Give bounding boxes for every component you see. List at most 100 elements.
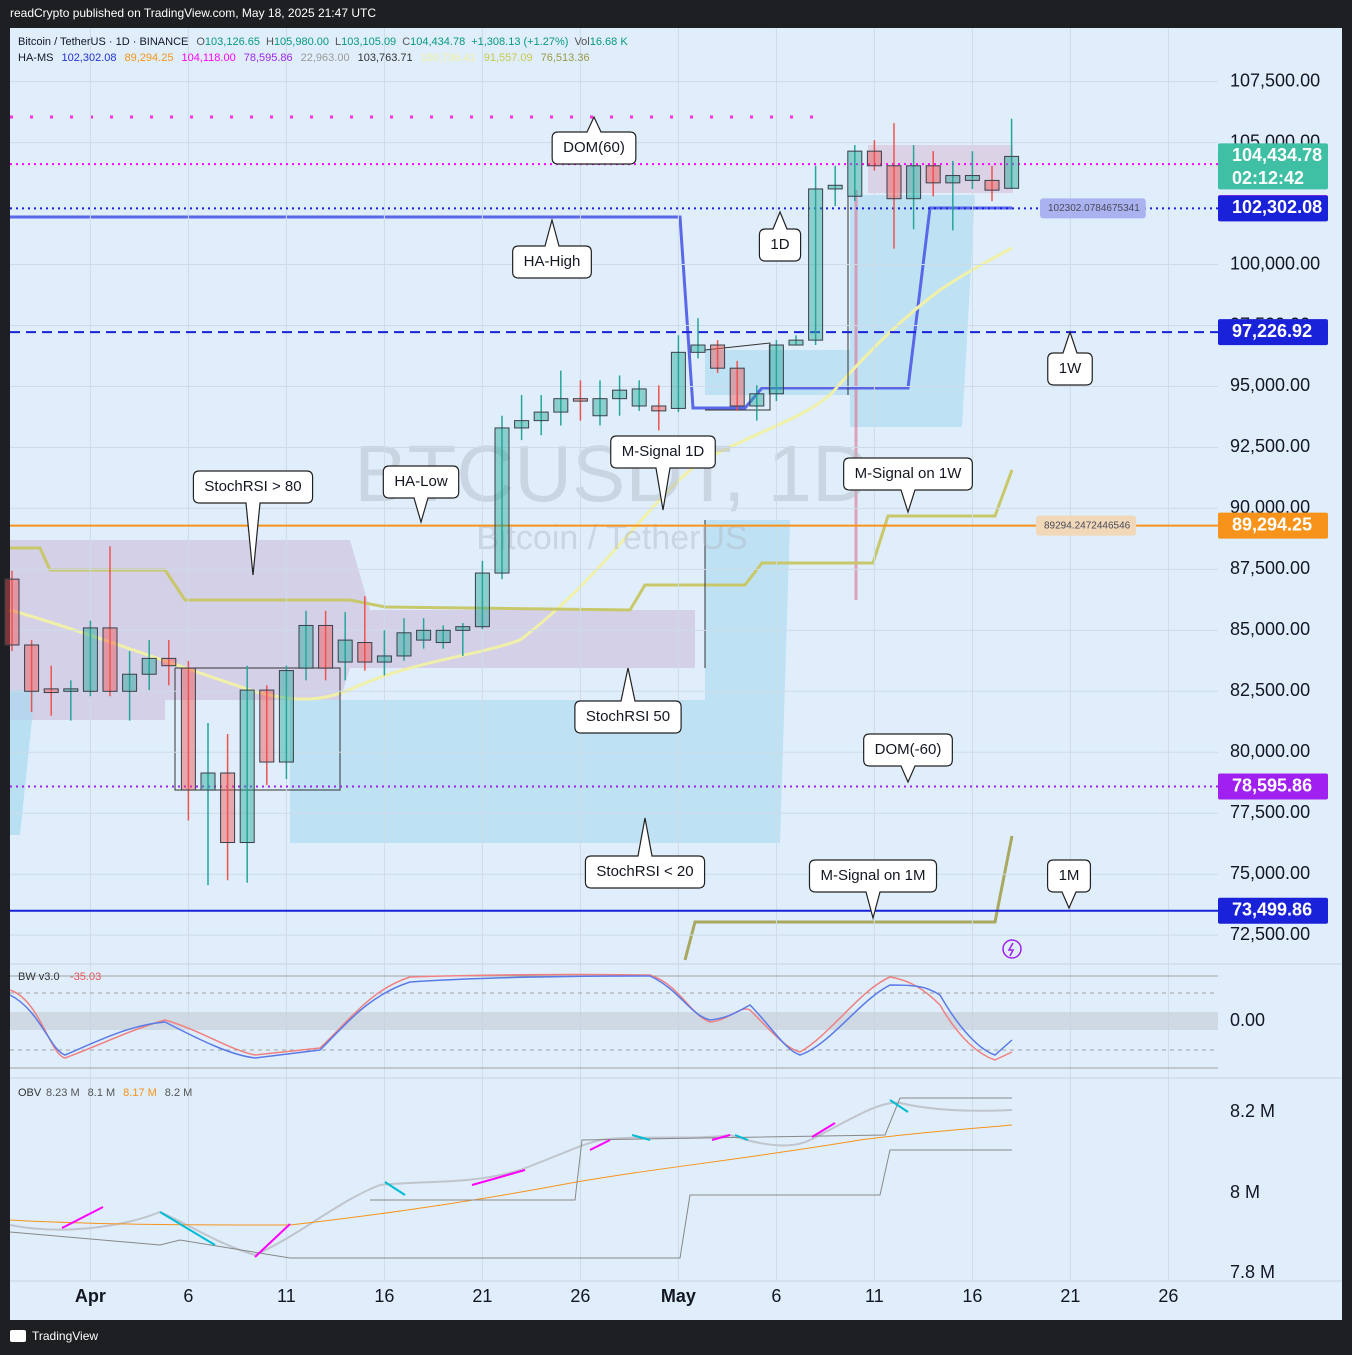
- alert-icon: [1007, 942, 1015, 957]
- candle-body: [494, 427, 510, 574]
- candle-body: [4, 578, 20, 646]
- price-badge-timer: 02:12:42: [1232, 168, 1304, 188]
- x-tick-label: Apr: [75, 1286, 106, 1306]
- candle-body: [278, 670, 294, 763]
- price-lines: 102302.0784675341 89294.2472446546: [10, 163, 1218, 912]
- symbol: Bitcoin / TetherUS · 1D · BINANCE: [18, 36, 188, 48]
- candle-body: [337, 639, 353, 663]
- candle-body: [533, 411, 549, 422]
- price-badge: [1218, 512, 1328, 539]
- study-name: HA-MS: [18, 52, 53, 64]
- obv-line: [9, 1101, 1013, 1257]
- callouts: DOM(60) HA-High 1D 1W M-Signal 1D M-Signal on…: [192, 115, 1093, 921]
- candle-body: [220, 772, 236, 844]
- x-axis-labels: Apr 6 11 16 21 26 May 6 11 16 21 26: [75, 1286, 1179, 1306]
- price-badge: [1218, 897, 1328, 924]
- candle-body: [553, 398, 569, 413]
- callout-box: [551, 115, 637, 165]
- candle-body: [906, 165, 922, 200]
- legend-key: H: [266, 36, 274, 48]
- candle-body: [945, 175, 961, 184]
- candle-body: [768, 344, 784, 395]
- candle-body: [82, 627, 98, 692]
- candle-body: [572, 398, 588, 402]
- line-tag-label: 89294.2472446546: [1044, 520, 1131, 531]
- candle-body: [651, 405, 667, 412]
- study-value: 102,302.08: [61, 52, 116, 64]
- callout-label: DOM(-60): [875, 741, 942, 758]
- candle-body: [866, 150, 882, 167]
- callout: 1W: [1047, 330, 1093, 386]
- obv-value: 8.2 M: [165, 1087, 193, 1099]
- callout-label: M-Signal on 1W: [855, 465, 963, 482]
- study-value: 22,963.00: [301, 52, 350, 64]
- candle-body: [612, 389, 628, 400]
- x-tick-label: 21: [1060, 1286, 1080, 1306]
- legend: Bitcoin / TetherUS · 1D · BINANCE HA-MS …: [18, 36, 628, 64]
- candle-body: [259, 689, 275, 763]
- obv-low: [9, 1149, 1012, 1259]
- x-tick-label: 11: [865, 1286, 884, 1306]
- callout-label: StochRSI 50: [586, 708, 670, 725]
- candle-body: [984, 179, 1000, 191]
- callout-box: [382, 465, 460, 525]
- callout-label: 1D: [770, 236, 789, 253]
- obv-value: 8.23 M: [46, 1087, 80, 1099]
- callout-box: [512, 217, 592, 279]
- candle-body: [474, 572, 490, 628]
- y-tick-label: 92,500.00: [1230, 436, 1310, 456]
- callout-label: 1M: [1059, 867, 1080, 884]
- obv-value: 8.17 M: [123, 1087, 157, 1099]
- study-value: 100,736.41: [421, 52, 476, 64]
- candle-body: [925, 165, 941, 184]
- callout: HA-Low: [382, 465, 460, 525]
- callout-label: M-Signal 1D: [622, 443, 705, 460]
- y-tick-label: 77,500.00: [1230, 802, 1310, 822]
- callout: 1M: [1046, 859, 1092, 910]
- candle-body: [376, 655, 392, 663]
- y-tick-label: 90,000.00: [1230, 497, 1310, 517]
- legend-key: Vol: [574, 36, 589, 48]
- obv-high: [370, 1097, 1012, 1201]
- y-tick-label: 95,000.00: [1230, 375, 1310, 395]
- candle-body: [102, 627, 118, 692]
- obv-axis-label: 8.2 M: [1230, 1101, 1275, 1121]
- study-value: 103,763.71: [358, 52, 413, 64]
- grid: [10, 28, 1218, 1280]
- candle-body: [416, 629, 432, 641]
- price-badge-label: 97,226.92: [1232, 321, 1312, 341]
- y-tick-label: 82,500.00: [1230, 680, 1310, 700]
- candle-body: [631, 388, 647, 407]
- bw-axis-label: 0.00: [1230, 1010, 1265, 1030]
- obv-ma: [9, 1124, 1013, 1226]
- study-value: 104,118.00: [181, 52, 235, 64]
- candle-body: [847, 150, 863, 197]
- callout: DOM(60): [551, 115, 637, 165]
- bw-value: -35.03: [70, 971, 101, 983]
- callout-box: [584, 817, 706, 889]
- price-badge-label: 78,595.86: [1232, 775, 1312, 795]
- legend-key: L: [335, 36, 341, 48]
- price-badge-label: 104,434.78: [1232, 145, 1322, 165]
- price-badge-label: 102,302.08: [1232, 197, 1322, 217]
- tv-logo: [10, 1330, 26, 1342]
- price-badge: [1218, 195, 1328, 222]
- candle-body: [670, 351, 686, 409]
- callout: M-Signal on 1W: [843, 457, 973, 514]
- callout: StochRSI 50: [574, 667, 682, 734]
- candle-body: [827, 184, 843, 190]
- candle-body: [239, 689, 255, 844]
- obv-name: OBV: [18, 1087, 42, 1099]
- x-tick-label: 16: [374, 1286, 394, 1306]
- candles: [4, 118, 1020, 886]
- y-tick-label: 80,000.00: [1230, 741, 1310, 761]
- candle-body: [180, 667, 196, 791]
- candle-body: [886, 165, 902, 200]
- callout-box: [1046, 859, 1092, 910]
- callout-label: 1W: [1059, 360, 1082, 377]
- candle-body: [200, 772, 216, 791]
- line-tag: [1036, 515, 1137, 536]
- x-tick-label: 6: [771, 1286, 781, 1306]
- candle-body: [729, 367, 745, 407]
